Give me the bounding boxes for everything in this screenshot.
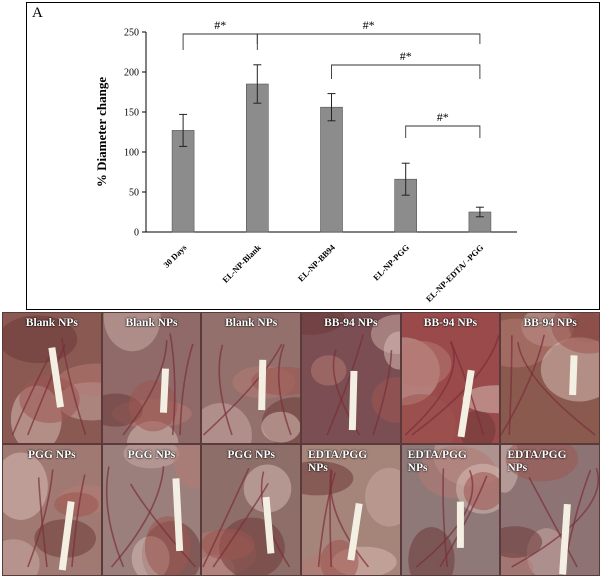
panel-a: A 0 50 100 150 200 250 % Diameter change 30 Day… — [26, 2, 600, 310]
y-tick-label: 200 — [124, 68, 139, 79]
tissue-image — [3, 452, 101, 575]
photo-label: PGG NPs — [227, 449, 275, 461]
photo-label: BB-94 NPs — [523, 317, 577, 329]
significance-label: #* — [214, 18, 226, 32]
photo-tile: Blank NPs — [101, 312, 202, 444]
photo-tile: EDTA/PGG NPs — [500, 444, 600, 576]
y-axis-label: % Diameter change — [94, 77, 109, 187]
significance-bracket — [256, 33, 481, 44]
tissue-image — [401, 335, 500, 443]
tissue-image — [3, 315, 101, 443]
photo-label: PGG NPs — [127, 449, 176, 461]
photo-tile: PGG NPs — [2, 444, 102, 576]
panel-a-letter: A — [32, 5, 43, 21]
photo-label: Blank NPs — [25, 317, 78, 329]
photo-label: EDTA/PGG NPs — [308, 449, 368, 474]
tissue-image — [105, 445, 201, 575]
y-tick-label: 150 — [124, 108, 139, 119]
category-label: EL-NP-BB94 — [296, 242, 338, 284]
y-tick-label: 0 — [134, 228, 139, 239]
photo-label: EDTA/PGG NPs — [507, 449, 567, 474]
y-tick-label: 50 — [129, 188, 139, 199]
photo-label: Blank NPs — [225, 317, 278, 329]
photo-tile: EDTA/PGG NPs — [400, 444, 501, 576]
tissue-image — [407, 445, 500, 575]
tissue-image — [302, 461, 400, 575]
photo-label: EDTA/PGG NPs — [407, 449, 467, 474]
tissue-image — [501, 313, 599, 436]
significance-label: #* — [400, 49, 412, 63]
category-label: EL-NP-EDTA/ -PGG — [424, 242, 486, 304]
photo-tile: PGG NPs — [101, 444, 202, 576]
photo-tile: PGG NPs — [201, 444, 301, 576]
tissue-image — [501, 445, 599, 575]
photo-label: PGG NPs — [28, 449, 76, 461]
bar — [246, 83, 269, 233]
photo-tile: BB-94 NPs — [500, 312, 600, 444]
bar — [320, 106, 343, 233]
photo-tile: Blank NPs — [2, 312, 102, 444]
y-tick-label: 100 — [124, 148, 139, 159]
significance-label: #* — [363, 18, 375, 32]
tissue-image — [102, 313, 194, 443]
bar-chart: 0 50 100 150 200 250 % Diameter change 30 Days E… — [94, 18, 517, 304]
category-label: 30 Days — [161, 242, 189, 270]
photo-label: BB-94 NPs — [423, 317, 478, 329]
photo-label: BB-94 NPs — [324, 317, 378, 329]
significance-bracket — [405, 125, 481, 138]
tissue-image — [302, 313, 400, 436]
y-tick-label: 250 — [124, 28, 139, 39]
significance-bracket — [182, 33, 258, 50]
photo-tile: BB-94 NPs — [400, 312, 501, 444]
category-label: EL-NP-PGG — [371, 242, 411, 282]
photo-tile: BB-94 NPs — [301, 312, 401, 444]
photo-grid: Blank NPs Blank NPs Blank NPs BB-94 NPs BB-9… — [2, 312, 600, 576]
photo-tile: EDTA/PGG NPs — [301, 444, 401, 576]
tissue-image — [202, 464, 292, 575]
category-label: EL-NP-Blank — [220, 242, 263, 285]
photo-tile: Blank NPs — [201, 312, 301, 444]
tissue-image — [202, 343, 300, 443]
significance-bracket — [331, 64, 481, 79]
photo-label: Blank NPs — [125, 317, 178, 329]
significance-label: #* — [437, 110, 449, 124]
